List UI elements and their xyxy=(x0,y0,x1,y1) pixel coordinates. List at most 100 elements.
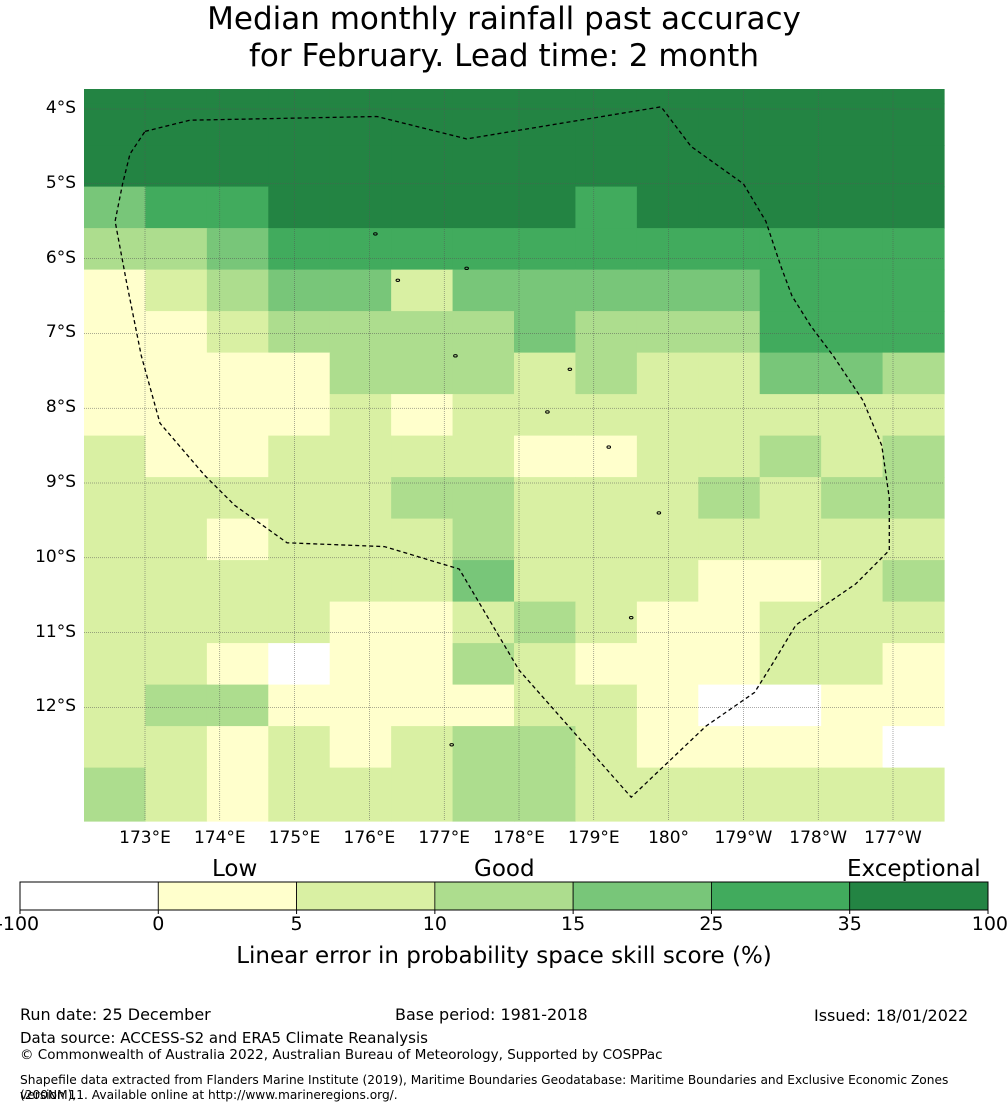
grid-cell xyxy=(636,684,699,727)
grid-cell xyxy=(145,311,208,354)
grid-cell xyxy=(268,352,331,395)
grid-cell xyxy=(575,601,638,644)
grid-cell xyxy=(206,311,269,354)
shapefile-credit-line2: version 11. Available online at http://w… xyxy=(20,1088,398,1102)
grid-cell xyxy=(575,269,638,312)
category-good-label: Good xyxy=(474,856,535,882)
grid-cell xyxy=(391,394,454,437)
grid-cell xyxy=(698,726,761,769)
lon-label: 177°E xyxy=(418,828,471,848)
grid-cell xyxy=(329,767,392,822)
grid-cell xyxy=(636,601,699,644)
lon-label: 177°W xyxy=(864,828,922,848)
grid-cell xyxy=(821,435,884,478)
grid-cell xyxy=(268,103,331,146)
grid-cell xyxy=(636,228,699,271)
grid-cell xyxy=(391,560,454,603)
grid-cell xyxy=(514,186,577,229)
grid-cell xyxy=(882,477,945,520)
island-outline xyxy=(373,232,378,236)
lat-label: 7°S xyxy=(45,322,76,343)
grid-cell xyxy=(206,767,269,822)
grid-cell xyxy=(821,103,884,146)
base-period: Base period: 1981-2018 xyxy=(395,1005,588,1024)
grid-cell xyxy=(636,145,699,188)
lat-label: 5°S xyxy=(45,172,76,193)
grid-cell xyxy=(329,103,392,146)
chart-title-line2: for February. Lead time: 2 month xyxy=(249,38,759,74)
grid-cell xyxy=(759,394,822,437)
grid-cell xyxy=(636,767,699,822)
grid-cell xyxy=(759,311,822,354)
lon-label: 176°E xyxy=(343,828,396,848)
grid-cell xyxy=(268,228,331,271)
grid-cell xyxy=(759,103,822,146)
grid-cell xyxy=(882,103,945,146)
lat-label: 6°S xyxy=(45,247,76,268)
grid-cell xyxy=(882,228,945,271)
grid-cell xyxy=(206,684,269,727)
grid-cell xyxy=(882,560,945,603)
grid-cell xyxy=(268,601,331,644)
grid-cell xyxy=(514,103,577,146)
grid-cell xyxy=(698,269,761,312)
grid-cell xyxy=(391,352,454,395)
grid-cell xyxy=(698,89,761,105)
grid-cell xyxy=(84,269,147,312)
grid-cell xyxy=(145,228,208,271)
grid-cell xyxy=(698,643,761,686)
grid-cell xyxy=(145,767,208,822)
grid-cell xyxy=(575,560,638,603)
grid-cell xyxy=(329,435,392,478)
grid-cell xyxy=(268,684,331,727)
grid-cell xyxy=(391,643,454,686)
grid-cell xyxy=(452,518,515,561)
grid-cell xyxy=(329,684,392,727)
grid-cell xyxy=(759,186,822,229)
grid-cell xyxy=(268,311,331,354)
grid-cell xyxy=(391,103,454,146)
grid-cell xyxy=(452,643,515,686)
grid-cell xyxy=(145,89,208,105)
colorbar-tick-label: 35 xyxy=(837,913,862,935)
grid-cell xyxy=(329,518,392,561)
grid-cell xyxy=(759,726,822,769)
colorbar-tick-label: 15 xyxy=(561,913,586,935)
grid-cell xyxy=(882,643,945,686)
grid-cell xyxy=(145,394,208,437)
colorbar-title: Linear error in probability space skill … xyxy=(236,943,772,969)
category-low-label: Low xyxy=(212,856,258,882)
grid-cell xyxy=(329,89,392,105)
grid-cell xyxy=(145,477,208,520)
grid-cell xyxy=(268,269,331,312)
grid-cell xyxy=(206,394,269,437)
grid-cell xyxy=(268,394,331,437)
grid-cell xyxy=(329,560,392,603)
grid-cell xyxy=(452,269,515,312)
grid-cell xyxy=(84,145,147,188)
run-date: Run date: 25 December xyxy=(20,1005,211,1024)
grid-cell xyxy=(575,394,638,437)
lat-label: 8°S xyxy=(45,397,76,418)
grid-cell xyxy=(145,726,208,769)
grid-cell xyxy=(206,269,269,312)
grid-cell xyxy=(759,228,822,271)
grid-cell xyxy=(145,560,208,603)
grid-cell xyxy=(514,269,577,312)
grid-cell xyxy=(329,394,392,437)
grid-cell xyxy=(84,601,147,644)
grid-cell xyxy=(391,767,454,822)
grid-cell xyxy=(759,518,822,561)
grid-cell xyxy=(268,89,331,105)
grid-cell xyxy=(575,89,638,105)
grid-cell xyxy=(391,228,454,271)
grid-cell xyxy=(84,311,147,354)
grid-cell xyxy=(206,89,269,105)
grid-cell xyxy=(452,477,515,520)
grid-cell xyxy=(391,89,454,105)
grid-cell xyxy=(759,643,822,686)
grid-cell xyxy=(636,435,699,478)
lat-label: 10°S xyxy=(35,546,76,567)
grid-cell xyxy=(206,352,269,395)
chart-title-line1: Median monthly rainfall past accuracy xyxy=(207,1,801,37)
